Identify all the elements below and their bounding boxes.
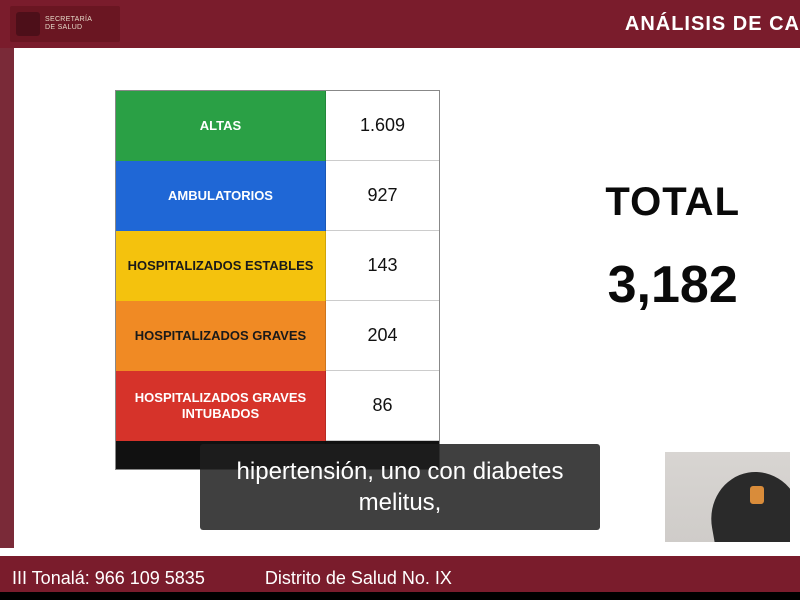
speaker-collar [750, 486, 764, 504]
header-title-block: ANÁLISIS DE CA [130, 0, 800, 48]
row-value-ambulatorios: 927 [326, 161, 439, 231]
ticker-left: III Tonalá: 966 109 5835 [12, 568, 205, 589]
table-row: AMBULATORIOS 927 [116, 161, 439, 231]
logo-line2: DE SALUD [45, 24, 92, 32]
speaker-silhouette [704, 465, 790, 542]
letterbox-bottom [0, 592, 800, 600]
seal-icon [16, 12, 40, 36]
row-label-altas: ALTAS [116, 91, 326, 161]
logo-box: SECRETARÍA DE SALUD [10, 6, 120, 42]
header-logo-block: SECRETARÍA DE SALUD [0, 0, 130, 48]
table-row: HOSPITALIZADOS GRAVES INTUBADOS 86 [116, 371, 439, 441]
logo-text: SECRETARÍA DE SALUD [45, 16, 92, 31]
caption-overlay: hipertensión, uno con diabetes melitus, [200, 444, 600, 530]
row-value-graves: 204 [326, 301, 439, 371]
table-row: HOSPITALIZADOS GRAVES 204 [116, 301, 439, 371]
logo-line1: SECRETARÍA [45, 16, 92, 24]
left-accent-strip [0, 48, 14, 548]
table-row: HOSPITALIZADOS ESTABLES 143 [116, 231, 439, 301]
total-value: 3,182 [605, 255, 740, 315]
row-label-ambulatorios: AMBULATORIOS [116, 161, 326, 231]
row-value-intubados: 86 [326, 371, 439, 441]
case-table: ALTAS 1.609 AMBULATORIOS 927 HOSPITALIZA… [115, 90, 440, 470]
total-label: TOTAL [605, 180, 740, 225]
row-value-altas: 1.609 [326, 91, 439, 161]
row-value-estables: 143 [326, 231, 439, 301]
page-title: ANÁLISIS DE CA [625, 13, 800, 36]
row-label-estables: HOSPITALIZADOS ESTABLES [116, 231, 326, 301]
table-row: ALTAS 1.609 [116, 91, 439, 161]
row-label-graves: HOSPITALIZADOS GRAVES [116, 301, 326, 371]
speaker-pip [665, 452, 790, 542]
row-label-intubados: HOSPITALIZADOS GRAVES INTUBADOS [116, 371, 326, 441]
header-bar: SECRETARÍA DE SALUD ANÁLISIS DE CA [0, 0, 800, 48]
total-block: TOTAL 3,182 [605, 180, 740, 315]
ticker-right: Distrito de Salud No. IX [265, 568, 452, 589]
